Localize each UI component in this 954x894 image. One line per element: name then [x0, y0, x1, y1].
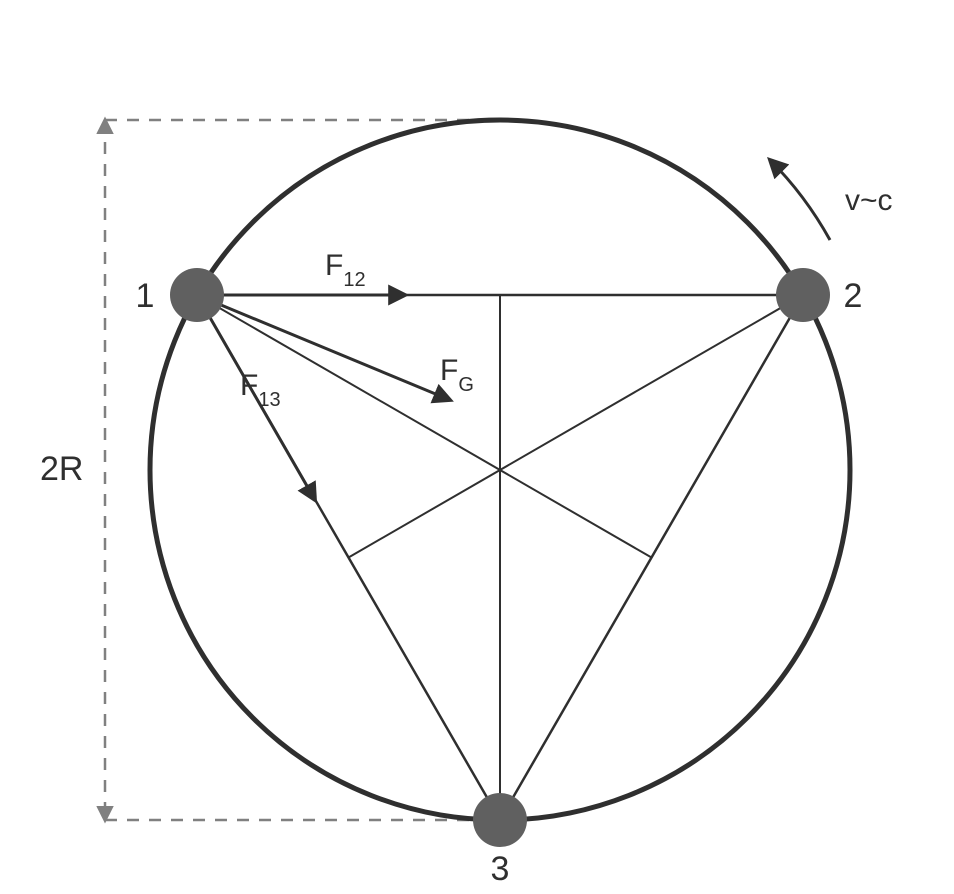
dim-label-2r: 2R [40, 450, 83, 488]
node-label-3: 3 [491, 850, 510, 888]
node-2 [776, 268, 830, 322]
rotation-label: v~c [845, 184, 893, 217]
node-3 [473, 793, 527, 847]
node-label-2: 2 [844, 277, 863, 315]
diagram-bg [0, 0, 954, 894]
node-1 [170, 268, 224, 322]
node-label-1: 1 [136, 277, 155, 315]
